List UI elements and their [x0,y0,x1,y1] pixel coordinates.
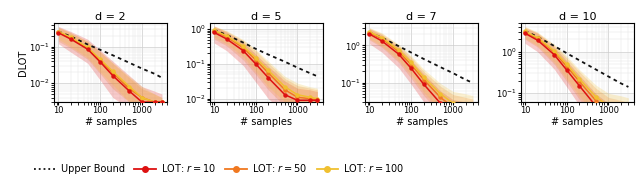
Title: d = 2: d = 2 [95,12,126,22]
X-axis label: # samples: # samples [551,117,604,127]
X-axis label: # samples: # samples [240,117,292,127]
X-axis label: # samples: # samples [84,117,137,127]
Legend: Upper Bound, LOT: $r=10$, LOT: $r=50$, LOT: $r=100$: Upper Bound, LOT: $r=10$, LOT: $r=50$, L… [31,158,408,176]
X-axis label: # samples: # samples [396,117,448,127]
Title: d = 5: d = 5 [251,12,282,22]
Title: d = 7: d = 7 [406,12,437,22]
Title: d = 10: d = 10 [559,12,596,22]
Y-axis label: DLOT: DLOT [18,49,28,76]
